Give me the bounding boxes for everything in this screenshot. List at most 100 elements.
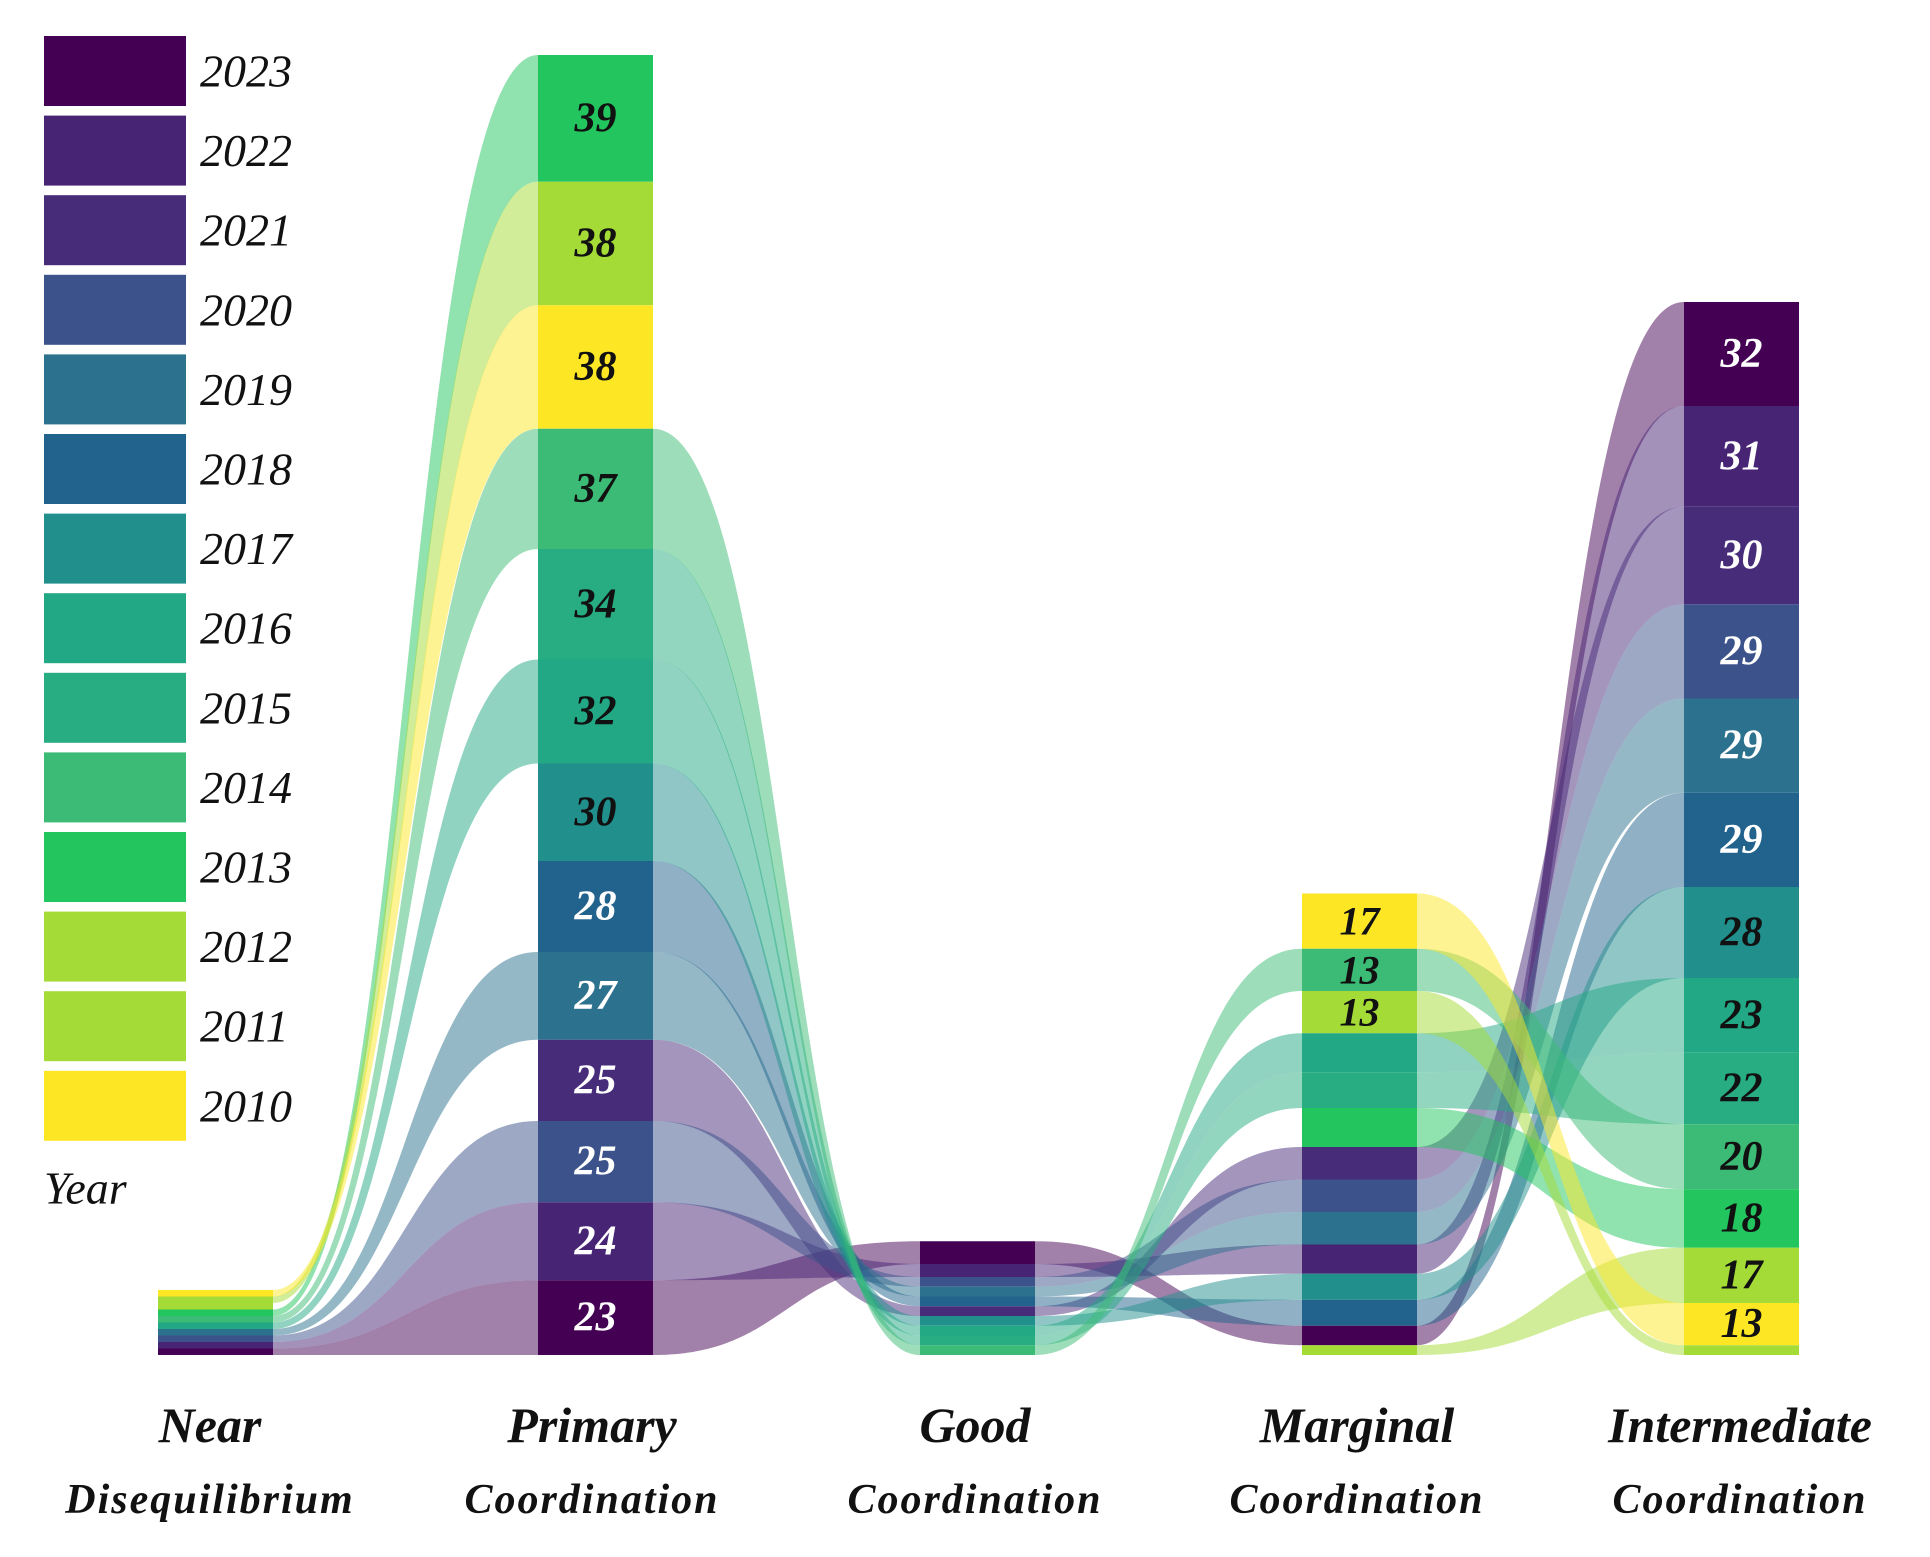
node-segment-2011-stage0 — [158, 1303, 273, 1310]
node-segment-2020-stage2 — [920, 1277, 1035, 1287]
flow-2019-stage3-to-4 — [1417, 698, 1684, 1245]
legend-label-2019: 2019 — [200, 364, 292, 415]
flow-2016-stage2-to-3 — [1035, 1033, 1302, 1336]
legend-label-2015: 2015 — [200, 682, 292, 733]
legend-swatch-2012 — [44, 911, 186, 982]
category-label-2-line1: Good — [919, 1397, 1031, 1453]
flow-2020-stage1-to-2 — [653, 1121, 920, 1287]
category-label-4-line1: Intermediate — [1607, 1397, 1872, 1453]
flow-2020-stage2-to-3 — [1035, 1179, 1302, 1287]
node-segment-2021-stage4 — [1684, 506, 1799, 605]
category-label-1-line2: Coordination — [464, 1477, 719, 1523]
legend-swatch-2022 — [44, 115, 186, 186]
node-segment-2014-stage1 — [538, 428, 653, 549]
node-segment-2023-stage3 — [1302, 1325, 1417, 1346]
category-label-0-line2: Disequilibrium — [64, 1477, 354, 1523]
flow-2010-stage3-to-4 — [1417, 893, 1684, 1346]
node-label-2021-stage4: 30 — [1720, 533, 1763, 579]
legend-label-2010: 2010 — [200, 1080, 292, 1131]
node-segment-2023-stage2 — [920, 1241, 1035, 1264]
category-label-2-line2: Coordination — [847, 1477, 1102, 1523]
legend-swatch-2011 — [44, 991, 186, 1062]
node-segment-2023-stage0 — [158, 1348, 273, 1355]
node-label-2019-stage4: 29 — [1720, 723, 1763, 769]
node-segment-2023-stage4 — [1684, 302, 1799, 406]
node-segment-2016-stage0 — [158, 1322, 273, 1329]
node-label-2019-stage1: 27 — [574, 973, 619, 1019]
node-segment-2016-stage3 — [1302, 1033, 1417, 1073]
node-label-2023-stage1: 23 — [574, 1295, 617, 1341]
node-segment-2015-stage2 — [920, 1335, 1035, 1346]
flow-2020-stage3-to-4 — [1417, 604, 1684, 1212]
node-segment-2018-stage1 — [538, 861, 653, 952]
category-label-3-line1: Marginal — [1259, 1397, 1455, 1453]
legend-label-2021: 2021 — [200, 205, 292, 256]
legend-swatch-2023 — [44, 36, 186, 106]
node-label-2016-stage4: 23 — [1720, 992, 1763, 1038]
node-segment-2021-stage3 — [1302, 1147, 1417, 1180]
flow-2020-stage0-to-1 — [273, 1121, 538, 1342]
node-segment-2023-stage1 — [538, 1280, 653, 1355]
category-labels: Near Disequilibrium Primary Coordination Goo… — [64, 1397, 1872, 1523]
flow-2019-stage2-to-3 — [1035, 1212, 1302, 1297]
node-segment-2018-stage3 — [1302, 1299, 1417, 1326]
legend-label-2020: 2020 — [200, 284, 292, 335]
node-segment-2016-stage1 — [538, 659, 653, 764]
flow-2019-stage0-to-1 — [273, 952, 538, 1336]
node-label-2023-stage4: 32 — [1720, 331, 1763, 377]
legend-label-2018: 2018 — [200, 444, 292, 495]
legend-swatch-2014 — [44, 752, 186, 823]
flow-2022-stage0-to-1 — [273, 1202, 538, 1349]
node-segment-2014-stage3 — [1302, 948, 1417, 991]
node-label-2020-stage1: 25 — [574, 1139, 617, 1185]
node-segment-2013-stage3 — [1302, 1108, 1417, 1147]
node-segment-2010-stage3 — [1302, 893, 1417, 949]
flow-2021-stage1-to-2 — [653, 1039, 920, 1316]
node-segment-2015-stage1 — [538, 549, 653, 660]
node-segment-2013-stage1 — [538, 55, 653, 182]
flow-2016-stage0-to-1 — [273, 659, 538, 1329]
legend-title: Year — [44, 1163, 128, 1214]
legend-label-2013: 2013 — [200, 842, 292, 893]
node-label-2012-stage1: 38 — [574, 221, 617, 267]
legend-swatch-2018 — [44, 434, 186, 504]
flow-2015-stage2-to-3 — [1035, 1072, 1302, 1346]
node-label-2018-stage1: 28 — [574, 884, 617, 930]
node-segment-2022-stage0 — [158, 1342, 273, 1349]
flow-2014-stage2-to-3 — [1035, 948, 1302, 1355]
legend-swatch-2010 — [44, 1070, 186, 1141]
node-label-2014-stage3: 13 — [1340, 947, 1380, 992]
node-label-2012-stage4: 17 — [1721, 1252, 1765, 1298]
node-segment-2017-stage3 — [1302, 1273, 1417, 1300]
node-segment-2022-stage2 — [920, 1264, 1035, 1277]
node-label-2014-stage4: 20 — [1720, 1134, 1763, 1180]
node-label-2013-stage1: 39 — [574, 95, 617, 141]
legend-label-2017: 2017 — [200, 523, 294, 574]
legend-swatch-2021 — [44, 195, 186, 266]
node-label-2010-stage3: 17 — [1340, 899, 1382, 944]
legend-swatch-2020 — [44, 274, 186, 345]
node-label-2020-stage4: 29 — [1720, 628, 1763, 674]
category-label-3-line2: Coordination — [1229, 1477, 1484, 1523]
node-segment-2013-stage4 — [1684, 1189, 1799, 1248]
flows-layer — [273, 55, 1684, 1355]
flow-2023-stage3-to-4 — [1417, 302, 1684, 1346]
node-segment-2010-stage4 — [1684, 1303, 1799, 1346]
legend-label-2016: 2016 — [200, 603, 292, 654]
nodes-layer: 3938383734323028272525242317131332313029… — [158, 55, 1799, 1355]
flow-2013-stage0-to-1 — [273, 55, 538, 1316]
node-segment-2010-stage0 — [158, 1290, 273, 1297]
node-segment-2020-stage4 — [1684, 604, 1799, 699]
node-label-2011-stage3: 13 — [1340, 990, 1380, 1035]
node-label-2022-stage1: 24 — [574, 1218, 617, 1264]
flow-2014-stage1-to-2 — [653, 428, 920, 1355]
node-segment-2021-stage1 — [538, 1039, 653, 1121]
node-segment-2019-stage2 — [920, 1286, 1035, 1297]
node-label-2017-stage1: 30 — [574, 789, 617, 835]
node-segment-2012-stage3 — [1302, 1345, 1417, 1355]
node-segment-2020-stage3 — [1302, 1179, 1417, 1212]
legend-label-2012: 2012 — [200, 921, 292, 972]
legend: 2023 2022 2021 2020 2019 2018 2017 2016 2015 2014… — [44, 36, 294, 1214]
node-segment-2012-stage4 — [1684, 1247, 1799, 1303]
node-segment-2018-stage2 — [920, 1296, 1035, 1307]
